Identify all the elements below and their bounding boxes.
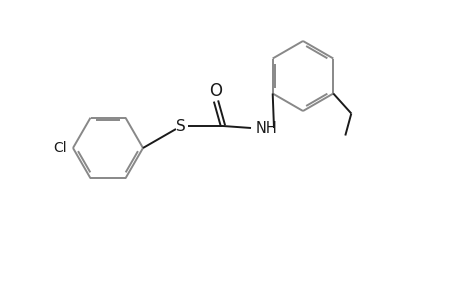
Text: NH: NH (256, 121, 277, 136)
Text: O: O (209, 82, 222, 100)
Text: S: S (176, 118, 185, 134)
Text: Cl: Cl (53, 141, 67, 155)
